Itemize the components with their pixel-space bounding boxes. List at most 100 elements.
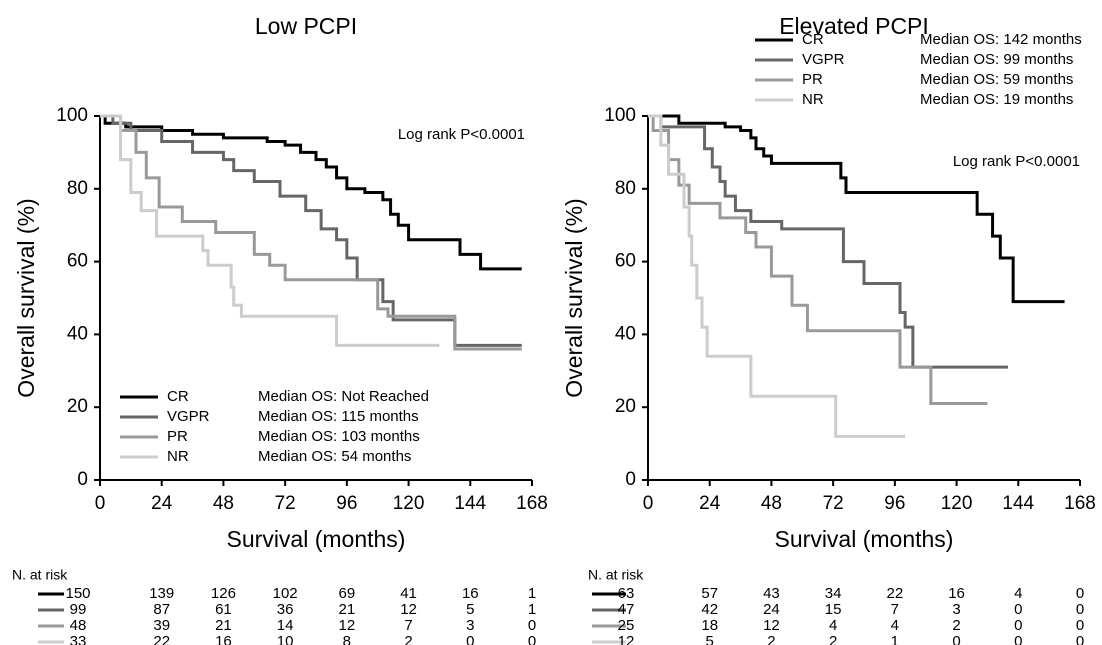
survival-curve xyxy=(100,114,522,271)
risk-count: 47 xyxy=(618,601,635,618)
y-tick-label: 0 xyxy=(77,469,88,490)
risk-count: 21 xyxy=(215,617,232,634)
y-tick-label: 60 xyxy=(67,251,88,272)
risk-count: 102 xyxy=(273,585,298,602)
risk-count: 12 xyxy=(339,617,356,634)
risk-count: 0 xyxy=(1076,585,1084,602)
risk-count: 33 xyxy=(70,633,87,645)
y-tick-label: 60 xyxy=(615,251,636,272)
y-axis-label: Overall survival (%) xyxy=(13,198,39,397)
risk-count: 7 xyxy=(891,601,899,618)
legend-label: CR xyxy=(802,31,824,48)
x-tick-label: 144 xyxy=(454,493,486,514)
risk-count: 0 xyxy=(1076,601,1084,618)
risk-count: 2 xyxy=(829,633,837,645)
risk-count: 18 xyxy=(701,617,718,634)
y-tick-label: 0 xyxy=(625,469,636,490)
risk-count: 4 xyxy=(1014,585,1022,602)
survival-curve xyxy=(100,114,522,351)
risk-count: 4 xyxy=(829,617,837,634)
risk-count: 87 xyxy=(153,601,170,618)
risk-count: 10 xyxy=(277,633,294,645)
risk-count: 34 xyxy=(825,585,842,602)
y-tick-label: 40 xyxy=(615,323,636,344)
legend-label: PR xyxy=(802,71,823,88)
risk-count: 42 xyxy=(701,601,718,618)
y-tick-label: 80 xyxy=(67,178,88,199)
risk-count: 99 xyxy=(70,601,87,618)
chart-title: Low PCPI xyxy=(255,13,357,39)
legend-label: PR xyxy=(167,428,188,445)
legend-median: Median OS: 99 months xyxy=(920,51,1073,68)
y-tick-label: 20 xyxy=(67,396,88,417)
annotation: Log rank P<0.0001 xyxy=(398,126,525,143)
y-tick-label: 80 xyxy=(615,178,636,199)
survival-curve xyxy=(100,114,440,347)
risk-count: 12 xyxy=(763,617,780,634)
x-tick-label: 96 xyxy=(336,493,357,514)
risk-count: 0 xyxy=(1014,601,1022,618)
risk-count: 1 xyxy=(528,601,536,618)
risk-count: 1 xyxy=(891,633,899,645)
x-tick-label: 24 xyxy=(151,493,173,514)
x-tick-label: 48 xyxy=(761,493,782,514)
risk-count: 61 xyxy=(215,601,232,618)
risk-table-label: N. at risk xyxy=(588,567,644,583)
risk-count: 0 xyxy=(466,633,474,645)
legend-label: NR xyxy=(167,448,189,465)
risk-count: 3 xyxy=(952,601,960,618)
x-axis-label: Survival (months) xyxy=(775,526,954,552)
risk-count: 126 xyxy=(211,585,236,602)
risk-count: 2 xyxy=(404,633,412,645)
risk-count: 21 xyxy=(339,601,356,618)
risk-count: 4 xyxy=(891,617,899,634)
risk-count: 22 xyxy=(153,633,170,645)
x-tick-label: 120 xyxy=(393,493,425,514)
risk-count: 15 xyxy=(825,601,842,618)
legend-median: Median OS: 54 months xyxy=(258,448,411,465)
legend-label: CR xyxy=(167,388,189,405)
risk-count: 25 xyxy=(618,617,635,634)
chart-title: Elevated PCPI xyxy=(779,13,929,39)
survival-curve xyxy=(648,114,1065,304)
risk-count: 0 xyxy=(1076,633,1084,645)
risk-count: 63 xyxy=(618,585,635,602)
risk-count: 16 xyxy=(215,633,232,645)
risk-count: 41 xyxy=(400,585,417,602)
legend-label: VGPR xyxy=(167,408,210,425)
risk-table-label: N. at risk xyxy=(12,567,68,583)
risk-count: 36 xyxy=(277,601,294,618)
x-tick-label: 24 xyxy=(699,493,721,514)
risk-count: 2 xyxy=(767,633,775,645)
risk-count: 0 xyxy=(528,617,536,634)
risk-count: 69 xyxy=(339,585,356,602)
survival-curve xyxy=(648,114,1008,369)
survival-curve xyxy=(648,114,988,406)
x-tick-label: 72 xyxy=(823,493,844,514)
risk-count: 0 xyxy=(528,633,536,645)
legend-median: Median OS: Not Reached xyxy=(258,388,429,405)
risk-count: 12 xyxy=(400,601,417,618)
risk-count: 14 xyxy=(277,617,294,634)
x-tick-label: 144 xyxy=(1002,493,1034,514)
legend-median: Median OS: 115 months xyxy=(258,408,419,425)
risk-count: 5 xyxy=(706,633,714,645)
risk-count: 39 xyxy=(153,617,170,634)
risk-count: 0 xyxy=(952,633,960,645)
legend-median: Median OS: 103 months xyxy=(258,428,420,445)
survival-curve xyxy=(648,114,906,438)
risk-count: 48 xyxy=(70,617,87,634)
risk-count: 1 xyxy=(528,585,536,602)
x-tick-label: 0 xyxy=(95,493,106,514)
risk-count: 150 xyxy=(65,585,90,602)
legend-label: VGPR xyxy=(802,51,845,68)
risk-count: 0 xyxy=(1014,617,1022,634)
x-tick-label: 72 xyxy=(275,493,296,514)
risk-count: 2 xyxy=(952,617,960,634)
risk-count: 3 xyxy=(466,617,474,634)
risk-count: 16 xyxy=(462,585,479,602)
risk-count: 57 xyxy=(701,585,718,602)
x-tick-label: 120 xyxy=(941,493,973,514)
risk-count: 139 xyxy=(149,585,174,602)
